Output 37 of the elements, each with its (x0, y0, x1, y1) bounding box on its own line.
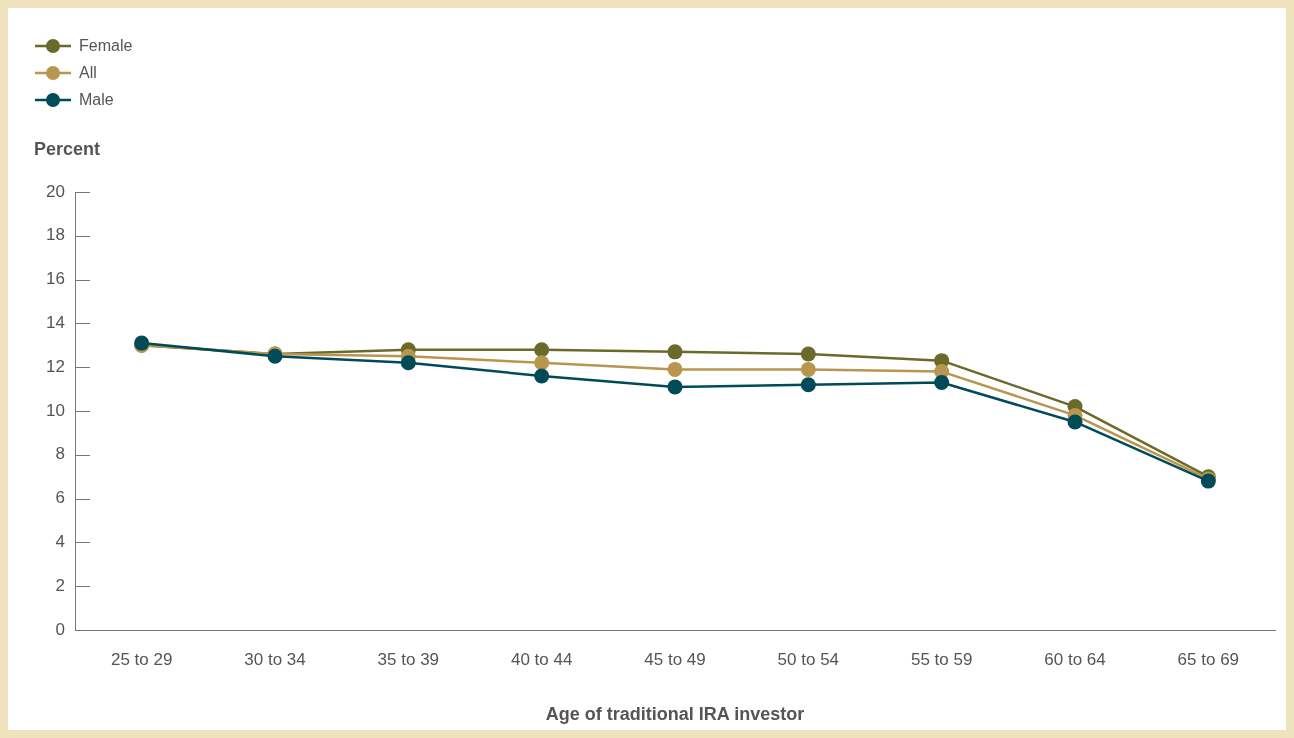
legend-label: All (79, 63, 97, 82)
point (934, 375, 950, 391)
point (534, 368, 550, 384)
y-tick-label: 0 (55, 619, 65, 639)
x-tick-label: 60 to 64 (1044, 649, 1106, 669)
point (400, 355, 416, 371)
x-tick-label: 35 to 39 (377, 649, 440, 669)
point (667, 344, 683, 360)
point (800, 361, 816, 377)
y-tick-label: 2 (55, 575, 65, 595)
y-tick-label: 16 (46, 269, 65, 289)
x-axis-title: Age of traditional IRA investor (545, 704, 805, 725)
x-tick-label: 30 to 34 (244, 649, 306, 669)
y-tick-label: 10 (46, 400, 65, 420)
x-tick-label: 65 to 69 (1177, 649, 1240, 669)
point (800, 346, 816, 362)
x-tick-label: 45 to 49 (644, 649, 706, 669)
y-tick-label: 14 (46, 313, 65, 333)
x-tick-label: 25 to 29 (110, 649, 173, 669)
y-tick-label: 6 (55, 488, 65, 508)
point (667, 361, 683, 377)
x-tick-label: 40 to 44 (510, 649, 573, 669)
y-axis-title: Percent (34, 139, 101, 160)
y-tick-label: 18 (46, 225, 65, 245)
y-tick-label: 20 (46, 181, 65, 201)
point (667, 379, 683, 395)
x-tick-label: 50 to 54 (777, 649, 840, 669)
legend-label: Male (79, 90, 114, 109)
point (534, 355, 550, 371)
legend-label: Female (79, 36, 133, 55)
y-tick-label: 12 (46, 356, 65, 376)
point (1067, 414, 1083, 430)
point (534, 342, 550, 358)
x-tick-label: 55 to 59 (910, 649, 973, 669)
y-tick-label: 8 (55, 444, 65, 464)
point (800, 377, 816, 393)
y-tick-label: 4 (55, 532, 65, 552)
